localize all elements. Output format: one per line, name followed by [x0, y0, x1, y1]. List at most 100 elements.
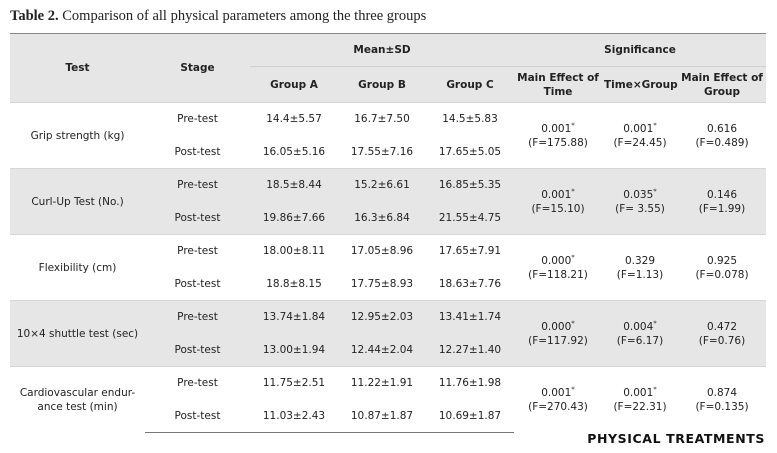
main-effect-group-cell: 0.472 (F=0.76) — [678, 300, 767, 367]
p-value: 0.000 — [541, 254, 572, 267]
table-row: Post-test 19.86±7.66 16.3±6.84 21.55±4.7… — [10, 201, 766, 235]
group-c-cell: 21.55±4.75 — [426, 201, 514, 235]
header-mean-sd: Mean±SD — [250, 33, 514, 67]
group-c-cell: 10.69±1.87 — [426, 399, 514, 433]
group-b-cell: 12.95±2.03 — [338, 300, 426, 333]
group-a-cell: 18.00±8.11 — [250, 234, 338, 267]
significance-mark: * — [571, 187, 575, 195]
f-value: (F=1.99) — [698, 202, 746, 215]
header-time-group: Time×Group — [602, 66, 678, 103]
main-effect-group-cell: 0.146 (F=1.99) — [678, 168, 767, 235]
group-b-cell: 17.55±7.16 — [350, 145, 414, 158]
table-row: Post-test 18.8±8.15 17.75±8.93 18.63±7.7… — [10, 267, 766, 301]
header-significance: Significance — [514, 33, 767, 67]
table-row: Grip strength (kg) Pre-test 14.4±5.57 16… — [10, 102, 767, 169]
stage-cell: Pre-test — [145, 234, 250, 267]
header-test: Test — [10, 33, 145, 103]
header-group-c: Group C — [426, 66, 514, 103]
p-value: 0.925 — [706, 254, 738, 267]
main-effect-time-cell: 0.001* (F=175.88) — [514, 102, 602, 169]
test-name: 10×4 shuttle test (sec) — [10, 300, 145, 367]
header-main-effect-time: Main Effect of Time — [514, 66, 602, 103]
main-effect-time-cell: 0.000* (F=118.21) — [514, 234, 602, 301]
main-effect-time-cell: 0.001* (F=15.10) — [514, 168, 602, 235]
f-value: (F= 3.55) — [615, 202, 665, 215]
p-value: 0.001 — [541, 188, 572, 201]
time-group-cell: 0.001* (F=24.45) — [602, 102, 678, 169]
group-a-cell: 18.8±8.15 — [266, 277, 322, 290]
group-c-cell: 17.65±5.05 — [438, 145, 502, 158]
f-value: (F=6.17) — [616, 334, 664, 347]
p-value: 0.001 — [623, 386, 654, 399]
f-value: (F=117.92) — [528, 334, 588, 347]
main-effect-group-cell: 0.925 (F=0.078) — [678, 234, 767, 301]
table-row: Post-test 11.03±2.43 10.87±1.87 10.69±1.… — [10, 399, 766, 433]
stage-cell: Post-test — [174, 145, 221, 158]
header-main-effect-group: Main Effect of Group — [678, 66, 767, 103]
stage-cell: Pre-test — [145, 300, 250, 333]
p-value: 0.329 — [624, 254, 656, 267]
significance-mark: * — [571, 319, 575, 327]
time-group-cell: 0.035* (F= 3.55) — [602, 168, 678, 235]
time-group-cell: 0.329 (F=1.13) — [602, 234, 678, 301]
group-b-cell: 16.7±7.50 — [338, 102, 426, 135]
header-group-a: Group A — [250, 66, 338, 103]
stage-cell: Post-test — [174, 277, 221, 290]
main-effect-time-cell: 0.000* (F=117.92) — [514, 300, 602, 367]
p-value: 0.001 — [541, 386, 572, 399]
main-effect-group-cell: 0.616 (F=0.489) — [678, 102, 767, 169]
significance-mark: * — [571, 253, 575, 261]
test-name: Curl-Up Test (No.) — [10, 168, 145, 235]
test-name: Flexibility (cm) — [10, 234, 145, 301]
group-a-cell: 13.00±1.94 — [250, 333, 338, 367]
table-title: Comparison of all physical parameters am… — [62, 8, 427, 24]
f-value: (F=24.45) — [613, 136, 667, 149]
main-effect-group-cell: 0.874 (F=0.135) — [678, 366, 767, 433]
journal-logo: PHYSICAL TREATMENTS — [587, 431, 765, 446]
group-c-cell: 14.5±5.83 — [426, 102, 514, 135]
group-a-cell: 14.4±5.57 — [250, 102, 338, 135]
group-b-cell: 11.22±1.91 — [338, 366, 426, 399]
significance-mark: * — [653, 385, 657, 394]
table-row: 10×4 shuttle test (sec) Pre-test 13.74±1… — [10, 300, 767, 367]
group-c-cell: 18.63±7.76 — [438, 277, 502, 290]
group-a-cell: 16.05±5.16 — [262, 145, 326, 158]
group-c-cell: 13.41±1.74 — [426, 300, 514, 333]
group-a-cell: 11.75±2.51 — [250, 366, 338, 399]
significance-mark: * — [653, 319, 657, 327]
stage-cell: Pre-test — [145, 366, 250, 399]
group-a-cell: 18.5±8.44 — [250, 168, 338, 201]
f-value: (F=0.135) — [695, 400, 749, 413]
f-value: (F=0.078) — [695, 268, 749, 281]
f-value: (F=175.88) — [528, 136, 588, 149]
f-value: (F=270.43) — [528, 400, 588, 413]
table-row: Cardiovascular endur-ance test (min) Pre… — [10, 366, 767, 433]
significance-mark: * — [653, 187, 657, 195]
group-a-cell: 19.86±7.66 — [250, 201, 338, 235]
stage-cell: Pre-test — [145, 102, 250, 135]
f-value: (F=0.489) — [695, 136, 749, 149]
significance-mark: * — [571, 385, 575, 394]
group-a-cell: 13.74±1.84 — [250, 300, 338, 333]
group-b-cell: 10.87±1.87 — [338, 399, 426, 433]
group-c-cell: 16.85±5.35 — [426, 168, 514, 201]
test-name: Grip strength (kg) — [10, 102, 145, 169]
stage-cell: Post-test — [145, 333, 250, 367]
stage-cell: Post-test — [145, 201, 250, 235]
group-b-cell: 12.44±2.04 — [338, 333, 426, 367]
stage-cell: Post-test — [145, 399, 250, 433]
physical-parameters-table: Test Stage Mean±SD Significance Group A … — [10, 33, 767, 433]
group-b-cell: 15.2±6.61 — [338, 168, 426, 201]
group-c-cell: 11.76±1.98 — [426, 366, 514, 399]
header-stage: Stage — [145, 33, 250, 103]
f-value: (F=118.21) — [528, 268, 588, 281]
p-value: 0.004 — [623, 320, 654, 333]
stage-cell: Pre-test — [145, 168, 250, 201]
p-value: 0.146 — [706, 188, 738, 201]
group-b-cell: 16.3±6.84 — [338, 201, 426, 235]
time-group-cell: 0.001* (F=22.31) — [602, 366, 678, 433]
group-c-cell: 17.65±7.91 — [426, 234, 514, 267]
table-row: Post-test 16.05±5.16 17.55±7.16 17.65±5.… — [10, 135, 766, 169]
f-value: (F=22.31) — [613, 400, 667, 413]
test-name: Cardiovascular endur-ance test (min) — [10, 366, 145, 433]
